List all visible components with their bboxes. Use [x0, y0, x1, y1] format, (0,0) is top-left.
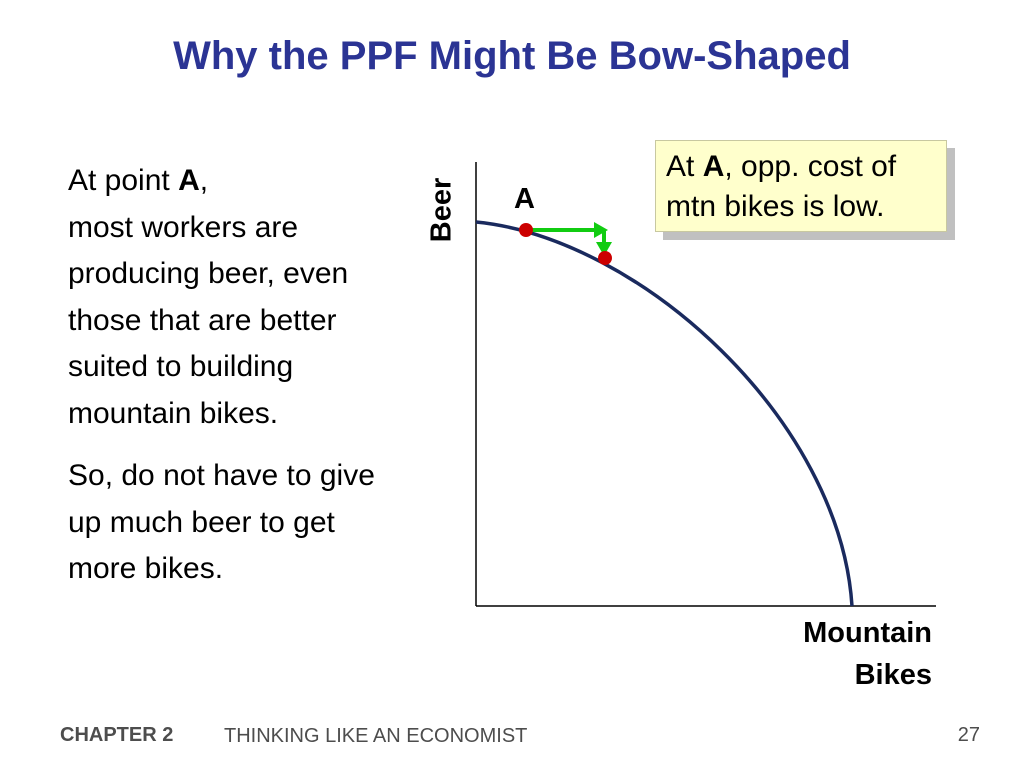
opportunity-cost-arrows: [530, 222, 612, 256]
page-number: 27: [957, 724, 980, 746]
x-axis-label-line1: Mountain: [803, 617, 932, 649]
horizontal-arrowhead: [594, 222, 608, 238]
body-paragraph-1: At point A, most workers are producing b…: [68, 158, 398, 437]
para1-suffix: ,: [199, 164, 209, 197]
x-axis-label-line2: Bikes: [854, 659, 932, 691]
footer-chapter-title: THINKING LIKE AN ECONOMIST: [224, 725, 528, 747]
y-axis-label: Beer: [425, 177, 458, 243]
callout-box: At A, opp. cost of mtn bikes is low.: [655, 140, 947, 232]
point-a-marker: [519, 223, 533, 237]
x-axis-label: Mountain Bikes: [803, 612, 932, 696]
body-text: At point A, most workers are producing b…: [68, 158, 398, 593]
vertical-arrowhead: [596, 242, 612, 256]
para1-point: A: [178, 164, 200, 197]
callout-rest: , opp. cost of mtn bikes is low.: [666, 150, 897, 223]
point-a-label: A: [514, 183, 535, 215]
body-paragraph-2: So, do not have to give up much beer to …: [68, 459, 375, 585]
para1-rest: most workers are producing beer, even th…: [68, 210, 349, 430]
slide-title: Why the PPF Might Be Bow-Shaped: [173, 34, 851, 78]
ppf-curve: [475, 220, 854, 607]
para1-prefix: At point: [68, 164, 179, 197]
footer-chapter: CHAPTER 2: [60, 724, 174, 746]
callout-point: A: [702, 150, 725, 183]
callout-prefix: At: [666, 150, 703, 183]
point-b-marker: [598, 251, 612, 265]
